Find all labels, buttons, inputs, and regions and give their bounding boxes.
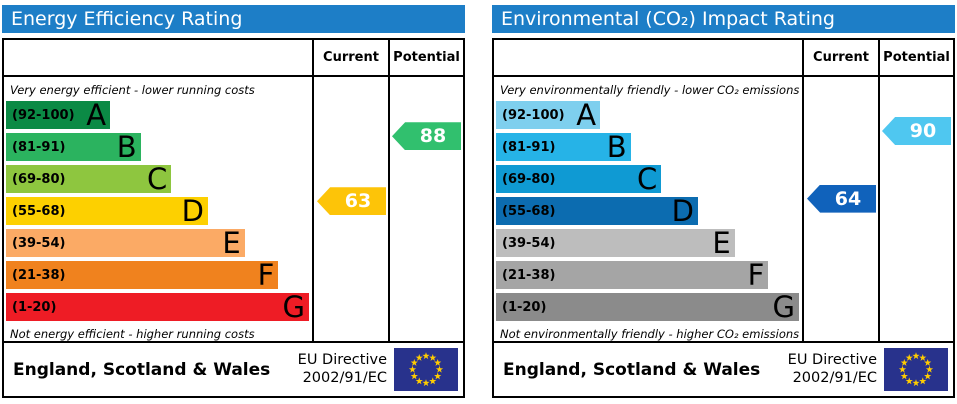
region-label: England, Scotland & Wales — [503, 359, 761, 380]
column-header-row: Current Potential — [494, 40, 953, 77]
band-letter: A — [86, 98, 107, 132]
band-row-b: (81-91) B — [6, 130, 141, 164]
band-range: (21-38) — [12, 267, 66, 283]
eu-flag-icon — [884, 348, 948, 391]
band-letter: F — [257, 258, 275, 292]
environmental-footer: England, Scotland & Wales EU Directive 2… — [494, 341, 953, 396]
band-range: (81-91) — [502, 139, 556, 155]
current-rating-value: 63 — [344, 190, 372, 213]
band-range: (92-100) — [502, 107, 565, 123]
band-range: (92-100) — [12, 107, 75, 123]
band-letter: F — [747, 258, 765, 292]
region-label: England, Scotland & Wales — [13, 359, 271, 380]
band-range: (55-68) — [12, 203, 66, 219]
current-rating-column: 64 — [802, 77, 878, 341]
caption-top: Very energy efficient - lower running co… — [10, 83, 255, 97]
band-range: (69-80) — [502, 171, 556, 187]
eu-directive-label: EU Directive 2002/91/EC — [788, 352, 877, 387]
caption-bottom: Not energy efficient - higher running co… — [10, 327, 255, 341]
band-letter: B — [606, 130, 627, 164]
band-row-f: (21-38) F — [496, 258, 769, 292]
current-rating-value: 64 — [834, 187, 862, 210]
band-range: (81-91) — [12, 139, 66, 155]
band-letter: C — [146, 162, 168, 196]
potential-column-header: Potential — [878, 40, 953, 75]
band-row-e: (39-54) E — [496, 226, 735, 260]
band-letter: C — [636, 162, 658, 196]
potential-rating-value: 90 — [909, 120, 937, 142]
band-letter: D — [181, 194, 204, 228]
environmental-rating-table: Current Potential Very environmentally f… — [492, 38, 955, 398]
potential-column-header: Potential — [388, 40, 463, 75]
caption-top: Very environmentally friendly - lower CO… — [500, 83, 800, 97]
band-row-g: (1-20) G — [496, 290, 799, 324]
band-letter: G — [772, 290, 795, 324]
energy-chart-area: Very energy efficient - lower running co… — [4, 77, 463, 341]
band-row-a: (92-100) A — [496, 98, 601, 132]
band-letter: A — [576, 98, 597, 132]
eu-directive-line2: 2002/91/EC — [792, 369, 877, 386]
band-row-c: (69-80) C — [6, 162, 172, 196]
band-range: (39-54) — [12, 235, 66, 251]
band-range: (69-80) — [12, 171, 66, 187]
band-row-d: (55-68) D — [6, 194, 208, 228]
band-row-f: (21-38) F — [6, 258, 279, 292]
column-header-row: Current Potential — [4, 40, 463, 77]
band-row-b: (81-91) B — [496, 130, 631, 164]
energy-footer: England, Scotland & Wales EU Directive 2… — [4, 341, 463, 396]
band-range: (1-20) — [12, 299, 57, 315]
current-rating-arrow: 64 — [807, 184, 876, 213]
caption-bottom: Not environmentally friendly - higher CO… — [500, 327, 800, 341]
energy-bands: Very energy efficient - lower running co… — [4, 77, 312, 341]
eu-directive-label: EU Directive 2002/91/EC — [298, 352, 387, 387]
environmental-panel-title: Environmental (CO₂) Impact Rating — [492, 5, 955, 33]
band-row-c: (69-80) C — [496, 162, 662, 196]
energy-panel-title: Energy Efficiency Rating — [2, 5, 465, 33]
potential-rating-column: 88 — [388, 77, 463, 341]
current-column-header: Current — [312, 40, 388, 75]
eu-directive-line1: EU Directive — [787, 352, 877, 369]
column-header-spacer — [4, 40, 312, 75]
eu-directive-line2: 2002/91/EC — [302, 369, 387, 386]
environmental-impact-panel: Environmental (CO₂) Impact Rating Curren… — [492, 5, 955, 398]
band-row-d: (55-68) D — [496, 194, 698, 228]
column-header-spacer — [494, 40, 802, 75]
potential-rating-column: 90 — [878, 77, 953, 341]
eu-directive-line1: EU Directive — [297, 352, 387, 369]
energy-rating-table: Current Potential Very energy efficient … — [2, 38, 465, 398]
current-rating-column: 63 — [312, 77, 388, 341]
band-range: (21-38) — [502, 267, 556, 283]
band-range: (1-20) — [502, 299, 547, 315]
potential-rating-arrow: 90 — [882, 117, 951, 145]
eu-flag-icon — [394, 348, 458, 391]
band-letter: D — [671, 194, 694, 228]
potential-rating-arrow: 88 — [392, 122, 461, 151]
band-letter: G — [282, 290, 305, 324]
energy-efficiency-panel: Energy Efficiency Rating Current Potenti… — [2, 5, 465, 398]
band-letter: E — [712, 226, 731, 260]
current-rating-arrow: 63 — [317, 187, 386, 216]
band-letter: B — [116, 130, 137, 164]
band-range: (39-54) — [502, 235, 556, 251]
band-letter: E — [222, 226, 241, 260]
band-range: (55-68) — [502, 203, 556, 219]
band-row-e: (39-54) E — [6, 226, 245, 260]
band-row-g: (1-20) G — [6, 290, 309, 324]
potential-rating-value: 88 — [419, 125, 447, 148]
band-row-a: (92-100) A — [6, 98, 111, 132]
environmental-bands: Very environmentally friendly - lower CO… — [494, 77, 802, 341]
current-column-header: Current — [802, 40, 878, 75]
environmental-chart-area: Very environmentally friendly - lower CO… — [494, 77, 953, 341]
